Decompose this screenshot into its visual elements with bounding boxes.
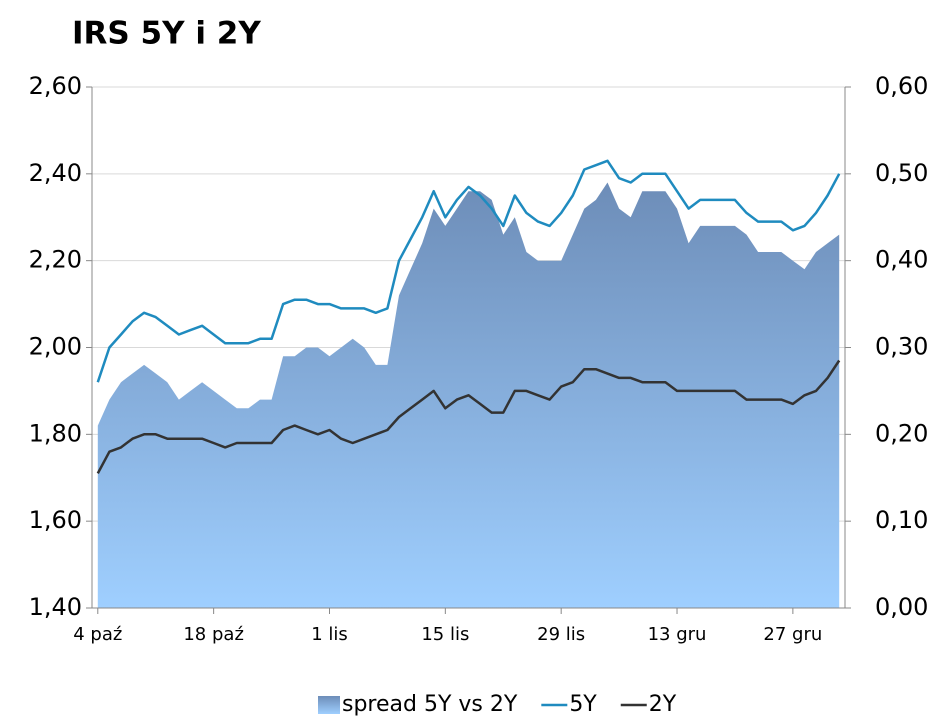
x-tick-label: 27 gru bbox=[763, 624, 822, 645]
y2-tick-label: 0,20 bbox=[875, 419, 928, 447]
y-tick-label: 1,80 bbox=[29, 419, 82, 447]
x-tick-label: 1 lis bbox=[311, 624, 348, 645]
legend-label: spread 5Y vs 2Y bbox=[342, 692, 518, 717]
x-tick-label: 18 paź bbox=[183, 624, 244, 645]
x-tick-label: 15 lis bbox=[421, 624, 469, 645]
y2-tick-label: 0,10 bbox=[875, 506, 928, 534]
y-tick-label: 2,00 bbox=[29, 333, 82, 361]
line bbox=[96, 359, 841, 474]
legend-swatch bbox=[318, 696, 340, 714]
y2-tick-label: 0,00 bbox=[875, 593, 928, 621]
y-tick-label: 1,60 bbox=[29, 506, 82, 534]
y2-tick-label: 0,60 bbox=[875, 72, 928, 100]
x-tick-label: 4 paź bbox=[73, 624, 122, 645]
chart-title: IRS 5Y i 2Y bbox=[72, 16, 261, 52]
y-tick-label: 2,40 bbox=[29, 159, 82, 187]
y-tick-label: 2,20 bbox=[29, 246, 82, 274]
y2-tick-label: 0,50 bbox=[875, 159, 928, 187]
legend-label: 5Y bbox=[569, 692, 597, 717]
y2-tick-label: 0,30 bbox=[875, 333, 928, 361]
x-tick-label: 29 lis bbox=[537, 624, 585, 645]
y-tick-label: 1,40 bbox=[29, 593, 82, 621]
y-tick-label: 2,60 bbox=[29, 72, 82, 100]
line bbox=[96, 159, 841, 383]
legend-label: 2Y bbox=[649, 692, 677, 717]
x-tick-label: 13 gru bbox=[648, 624, 707, 645]
y2-tick-label: 0,40 bbox=[875, 246, 928, 274]
